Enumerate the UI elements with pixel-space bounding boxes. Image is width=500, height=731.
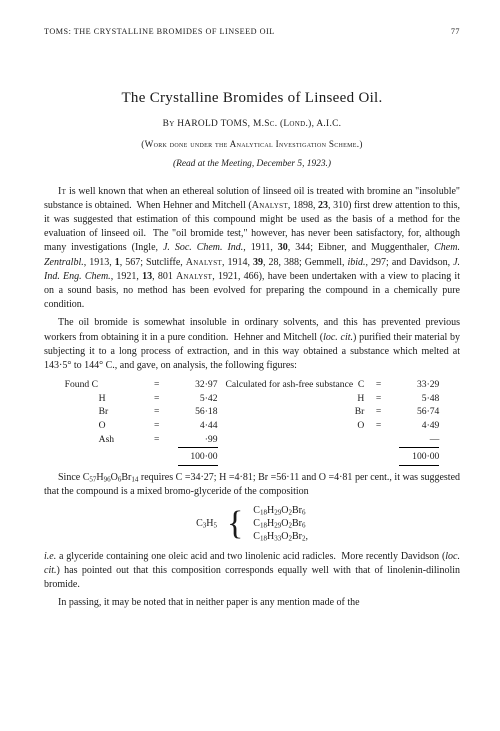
table-row: Br = 56·18 Br = 56·74: [61, 405, 444, 419]
para3-text: Since C57H96O6Br14 requires C =34·27; H …: [44, 472, 460, 497]
drop-lead: It: [58, 186, 66, 197]
para2-text: The oil bromide is somewhat insoluble in…: [44, 317, 460, 371]
sym: Br: [61, 405, 147, 419]
ie: i.e.: [44, 551, 56, 562]
sym: Ash: [61, 433, 147, 447]
running-head-left: TOMS: THE CRYSTALLINE BROMIDES OF LINSEE…: [44, 26, 275, 38]
paragraph-4: i.e. a glyceride containing one oleic ac…: [44, 550, 460, 593]
para1-text: is well known that when an ethereal solu…: [44, 186, 460, 311]
rule: [399, 465, 439, 466]
paragraph-2: The oil bromide is somewhat insoluble in…: [44, 316, 460, 373]
glyceride-line: C18H29O2Br6: [253, 518, 305, 529]
found-label: Found C: [61, 378, 147, 392]
byline-name: HAROLD TOMS,: [177, 119, 253, 129]
found-val: 56·18: [167, 405, 222, 419]
found-val: 32·97: [167, 378, 222, 392]
glyceride-line: C18H33O2Br2,: [253, 531, 308, 542]
calc-val: —: [389, 433, 444, 447]
rule-row: [61, 464, 444, 467]
sym: Br: [222, 405, 369, 419]
table-row: O = 4·44 O = 4·49: [61, 419, 444, 433]
sym: O: [222, 419, 369, 433]
glyceride-formula: C3H5 { C18H29O2Br6 C18H29O2Br6 C18H33O2B…: [44, 505, 460, 543]
paragraph-3: Since C57H96O6Br14 requires C =34·27; H …: [44, 471, 460, 499]
found-val: 5·42: [167, 392, 222, 406]
meeting-line: (Read at the Meeting, December 5, 1923.): [44, 158, 460, 171]
calc-label: Calculated for ash-free substance C: [222, 378, 369, 392]
table-row: H = 5·42 H = 5·48: [61, 392, 444, 406]
brace-icon: {: [227, 507, 243, 541]
page-number: 77: [451, 26, 460, 38]
sym: H: [222, 392, 369, 406]
byline-degrees: M.Sc. (Lond.), A.I.C.: [253, 119, 341, 129]
scheme-line: (Work done under the Analytical Investig…: [44, 138, 460, 151]
byline-by: By: [163, 119, 178, 129]
paragraph-1: It is well known that when an ethereal s…: [44, 185, 460, 313]
page: { "page": { "running_head_left": "TOMS: …: [0, 0, 500, 731]
rule: [399, 447, 439, 448]
calc-total: 100·00: [389, 449, 444, 464]
calc-val: 56·74: [389, 405, 444, 419]
sym: H: [61, 392, 147, 406]
rule: [178, 447, 218, 448]
calc-val: 5·48: [389, 392, 444, 406]
analysis-table: Found C = 32·97 Calculated for ash-free …: [61, 378, 444, 467]
paragraph-5: In passing, it may be noted that in neit…: [44, 596, 460, 610]
glyceride-left: C3H5: [196, 517, 217, 531]
found-total: 100·00: [167, 449, 222, 464]
eq: =: [368, 378, 388, 392]
total-row: 100·00 100·00: [61, 449, 444, 464]
found-val: ·99: [167, 433, 222, 447]
found-val: 4·44: [167, 419, 222, 433]
rule: [178, 465, 218, 466]
article-title: The Crystalline Bromides of Linseed Oil.: [44, 88, 460, 109]
glyceride-line: C18H29O2Br6: [253, 505, 305, 516]
table-row: Ash = ·99 —: [61, 433, 444, 447]
calc-val: 33·29: [389, 378, 444, 392]
sym: O: [61, 419, 147, 433]
table-row: Found C = 32·97 Calculated for ash-free …: [61, 378, 444, 392]
glyceride-lines: C18H29O2Br6 C18H29O2Br6 C18H33O2Br2,: [253, 505, 308, 543]
byline: By HAROLD TOMS, M.Sc. (Lond.), A.I.C.: [44, 118, 460, 131]
para4-text: a glyceride containing one oleic acid an…: [44, 551, 460, 590]
eq: =: [146, 378, 166, 392]
running-head: TOMS: THE CRYSTALLINE BROMIDES OF LINSEE…: [44, 26, 460, 38]
calc-val: 4·49: [389, 419, 444, 433]
